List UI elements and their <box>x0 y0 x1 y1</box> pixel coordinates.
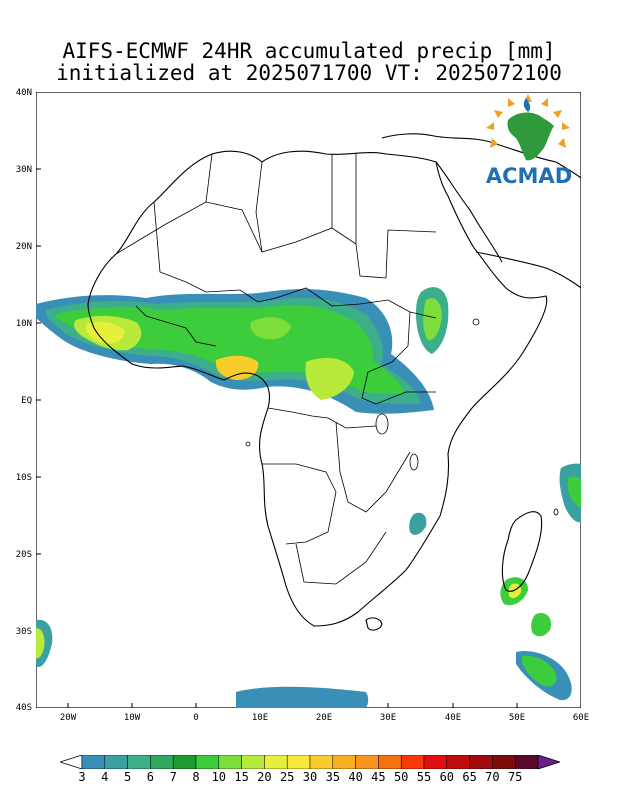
colorbar-label: 55 <box>416 770 432 784</box>
y-tick-label: 10N <box>15 319 32 329</box>
colorbar-segment <box>400 755 425 769</box>
colorbar-segment <box>446 755 470 769</box>
water-drop <box>523 98 531 112</box>
colorbar-segment <box>469 755 493 769</box>
y-tick-label: 10S <box>15 473 32 483</box>
colorbar-segment <box>218 755 242 769</box>
colorbar-label: 7 <box>169 770 177 784</box>
y-tick-label: 40N <box>15 88 32 98</box>
acmad-logo-text: ACMAD <box>485 164 573 188</box>
colorbar-label: 10 <box>211 770 227 784</box>
colorbar-segment <box>195 755 220 769</box>
x-tick-label: 30E <box>379 713 397 723</box>
colorbar <box>60 755 560 769</box>
colorbar-segment <box>423 755 448 769</box>
colorbar-label: 15 <box>234 770 249 784</box>
colorbar-segment <box>378 755 402 769</box>
colorbar-segment <box>492 755 516 769</box>
y-tick-label: EQ <box>21 396 32 406</box>
colorbar-label: 20 <box>257 770 272 784</box>
y-tick-label: 20N <box>15 242 32 252</box>
colorbar-segment <box>172 755 197 769</box>
colorbar-label: 5 <box>123 770 132 784</box>
colorbar-label: 60 <box>439 770 455 784</box>
y-tick-label: 30S <box>15 627 32 637</box>
x-tick-label: 20W <box>59 713 77 723</box>
colorbar-label: 8 <box>192 770 200 784</box>
x-tick-label: 0 <box>193 713 199 723</box>
x-tick-label: 40E <box>444 713 462 723</box>
colorbar-label: 50 <box>393 770 409 784</box>
colorbar-lower-arrow <box>60 755 83 769</box>
y-tick-label: 30N <box>15 165 32 175</box>
colorbar-segment <box>241 755 265 769</box>
chart-title-line-2: initialized at 2025071700 VT: 2025072100 <box>56 61 562 85</box>
x-tick-label: 50E <box>508 713 526 723</box>
country-borders <box>115 153 437 585</box>
colorbar-label: 30 <box>302 770 318 784</box>
acmad-logo: ACMAD <box>478 92 580 188</box>
colorbar-label: 35 <box>325 770 341 784</box>
y-tick-label: 20S <box>15 550 32 560</box>
colorbar-label: 4 <box>101 770 109 784</box>
colorbar-label: 40 <box>348 770 363 784</box>
colorbar-segment <box>514 755 539 769</box>
acmad-emblem <box>486 94 570 161</box>
colorbar-label: 6 <box>146 770 154 784</box>
lakes-islands <box>245 318 559 516</box>
colorbar-label: 70 <box>485 770 500 784</box>
colorbar-segment <box>286 755 311 769</box>
colorbar-segment <box>264 755 288 769</box>
colorbar-segment <box>104 755 128 769</box>
colorbar-label: 65 <box>462 770 477 784</box>
precipitation-shading <box>36 287 581 708</box>
map-frame <box>36 92 581 708</box>
colorbar-segment <box>355 755 379 769</box>
africa-shape <box>507 112 554 161</box>
precipitation-map <box>36 92 581 708</box>
colorbar-segment <box>150 755 174 769</box>
chart-title-line-1: AIFS-ECMWF 24HR accumulated precip [mm] <box>62 39 556 63</box>
colorbar-segment <box>81 755 106 769</box>
x-tick-label: 10W <box>123 713 141 723</box>
x-tick-label: 20E <box>315 713 333 723</box>
colorbar-segment <box>127 755 151 769</box>
x-tick-label: 60E <box>572 713 590 723</box>
colorbar-label: 25 <box>279 770 295 784</box>
sun-rays <box>486 94 570 148</box>
colorbar-segment <box>332 755 356 769</box>
colorbar-upper-arrow <box>537 755 560 769</box>
y-tick-label: 40S <box>15 703 32 713</box>
colorbar-segment <box>309 755 334 769</box>
colorbar-label: 75 <box>507 770 523 784</box>
colorbar-label: 45 <box>371 770 386 784</box>
x-tick-label: 10E <box>251 713 269 723</box>
colorbar-label: 3 <box>78 770 86 784</box>
